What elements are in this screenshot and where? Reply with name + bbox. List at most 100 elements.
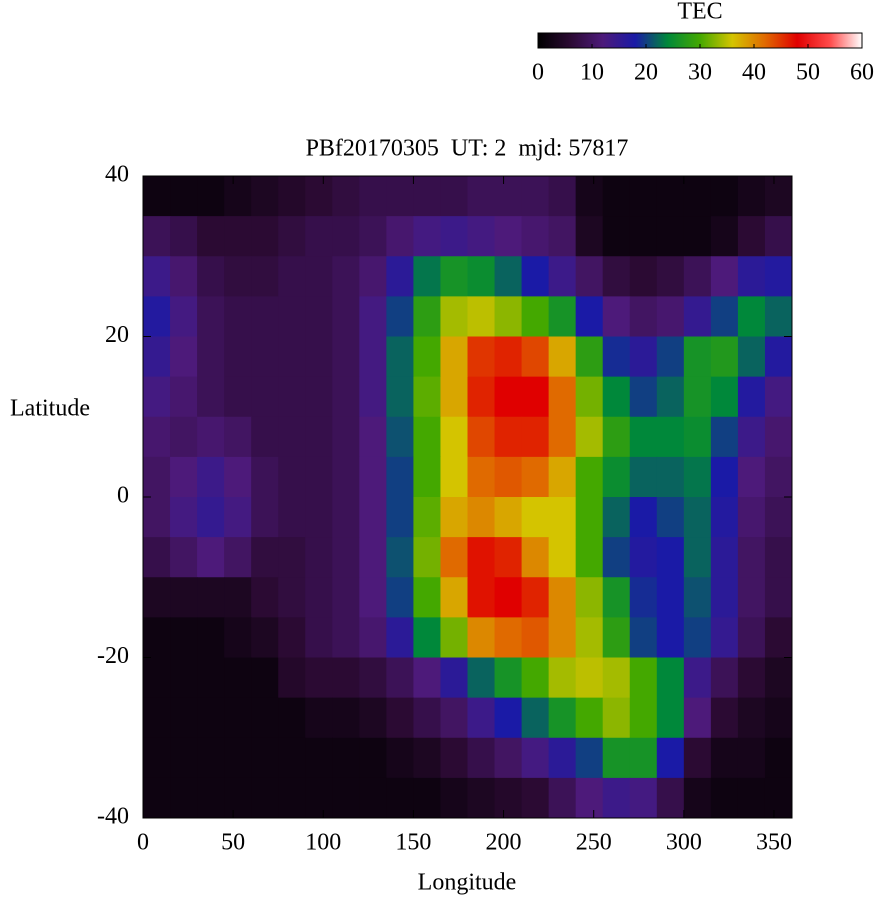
heatmap-cell <box>386 456 414 498</box>
heatmap-cell <box>467 416 496 458</box>
heatmap-cell <box>602 336 631 378</box>
heatmap-cell <box>602 256 631 297</box>
y-tick-label: 40 <box>105 162 129 188</box>
heatmap-cell <box>656 296 685 337</box>
heatmap-cell <box>467 296 496 337</box>
heatmap-cell <box>602 697 631 739</box>
heatmap-cell <box>332 497 360 538</box>
heatmap-cell <box>521 697 550 739</box>
heatmap-cell <box>764 777 793 819</box>
heatmap-cell <box>170 176 198 217</box>
heatmap-cell <box>332 577 360 618</box>
heatmap-cell <box>143 456 171 498</box>
heatmap-cell <box>197 657 225 699</box>
heatmap-cell <box>764 296 793 337</box>
heatmap-cell <box>764 336 793 378</box>
heatmap-cell <box>251 256 279 297</box>
heatmap-cell <box>683 497 712 538</box>
colorbar-label: TEC <box>677 0 722 25</box>
heatmap-cell <box>521 416 550 458</box>
heatmap-cell <box>683 336 712 378</box>
heatmap-cell <box>251 737 279 779</box>
heatmap-cell <box>710 657 739 699</box>
heatmap-cell <box>440 416 468 458</box>
heatmap-cell <box>251 376 279 418</box>
heatmap-cell <box>197 617 225 658</box>
heatmap-cell <box>386 416 414 458</box>
heatmap-cell <box>548 657 577 699</box>
chart-title: PBf20170305 UT: 2 mjd: 57817 <box>306 136 629 162</box>
heatmap-cell <box>305 657 333 699</box>
heatmap-cell <box>197 176 225 217</box>
heatmap-cell <box>251 416 279 458</box>
heatmap-cell <box>224 617 252 658</box>
heatmap-cell <box>602 777 631 819</box>
heatmap-cell <box>440 216 468 257</box>
heatmap-cell <box>386 657 414 699</box>
heatmap-cell <box>764 657 793 699</box>
heatmap-cell <box>683 537 712 578</box>
heatmap-cell <box>224 256 252 297</box>
heatmap-cell <box>305 456 333 498</box>
heatmap-cell <box>656 777 685 819</box>
heatmap-cell <box>710 456 739 498</box>
heatmap-cell <box>575 336 604 378</box>
heatmap-cell <box>305 176 333 217</box>
heatmap-cell <box>548 336 577 378</box>
x-tick-label: 250 <box>576 830 612 856</box>
heatmap-cell <box>278 376 306 418</box>
heatmap-cell <box>170 336 198 378</box>
heatmap-cell <box>683 737 712 779</box>
heatmap-cell <box>197 737 225 779</box>
heatmap-cell <box>494 537 523 578</box>
heatmap-cell <box>494 296 523 337</box>
heatmap-cell <box>386 777 414 819</box>
heatmap-cell <box>413 416 441 458</box>
heatmap-cell <box>440 697 468 739</box>
heatmap-cell <box>710 336 739 378</box>
heatmap-cell <box>359 456 387 498</box>
heatmap-cell <box>683 296 712 337</box>
heatmap-cell <box>224 697 252 739</box>
heatmap-cell <box>332 456 360 498</box>
x-tick-label: 50 <box>221 830 245 856</box>
heatmap-cell <box>359 176 387 217</box>
heatmap-cell <box>278 737 306 779</box>
heatmap-cell <box>359 216 387 257</box>
heatmap-cell <box>359 296 387 337</box>
heatmap-cell <box>764 456 793 498</box>
colorbar-tick-label: 0 <box>532 60 544 86</box>
heatmap-cell <box>602 497 631 538</box>
heatmap-cell <box>440 617 468 658</box>
heatmap-cell <box>251 216 279 257</box>
heatmap-cell <box>224 577 252 618</box>
heatmap-cell <box>386 577 414 618</box>
y-tick-label: 20 <box>105 322 129 348</box>
heatmap-cell <box>575 577 604 618</box>
heatmap-cell <box>413 577 441 618</box>
heatmap-cell <box>386 376 414 418</box>
heatmap-cell <box>413 697 441 739</box>
heatmap-cell <box>467 216 496 257</box>
heatmap-cell <box>170 617 198 658</box>
heatmap-cell <box>494 777 523 819</box>
heatmap-cell <box>251 777 279 819</box>
colorbar-tick-label: 10 <box>580 60 604 86</box>
heatmap-cell <box>575 617 604 658</box>
heatmap-cell <box>170 537 198 578</box>
heatmap-cell <box>224 456 252 498</box>
heatmap-cell <box>224 416 252 458</box>
heatmap-cell <box>656 216 685 257</box>
heatmap-cell <box>683 176 712 217</box>
heatmap-cell <box>575 376 604 418</box>
heatmap-cell <box>332 737 360 779</box>
heatmap-cell <box>197 577 225 618</box>
heatmap-cell <box>602 617 631 658</box>
heatmap-cell <box>737 336 766 378</box>
heatmap-cell <box>548 617 577 658</box>
heatmap-cell <box>467 456 496 498</box>
heatmap-cell <box>224 336 252 378</box>
heatmap-cell <box>656 376 685 418</box>
heatmap-cell <box>143 216 171 257</box>
heatmap-cell <box>467 336 496 378</box>
